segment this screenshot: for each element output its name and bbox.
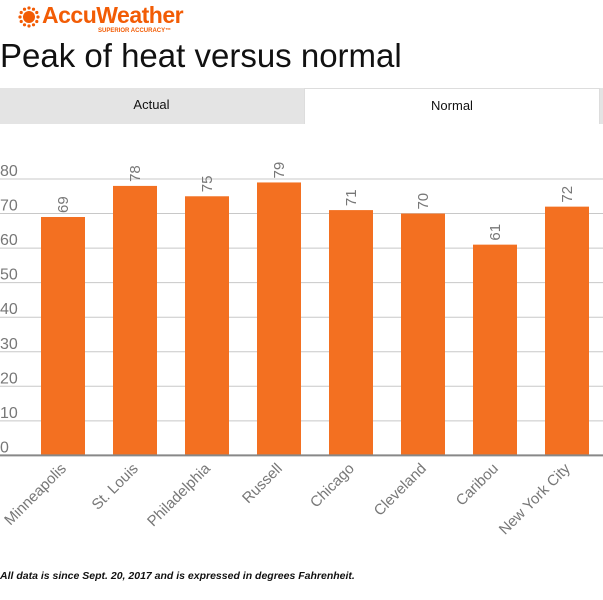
sun-icon	[18, 6, 40, 28]
x-tick-label: Russell	[239, 460, 286, 507]
logo-name: AccuWeather	[42, 2, 184, 28]
y-tick-label: 70	[0, 198, 18, 215]
tab-bar: Actual Normal	[0, 88, 603, 124]
tab-actual[interactable]: Actual	[133, 97, 170, 112]
sun-ray	[22, 7, 27, 11]
bar	[185, 196, 229, 456]
y-tick-label: 30	[0, 336, 18, 353]
logo-tagline: SUPERIOR ACCURACY™	[98, 28, 172, 34]
sun-ray	[36, 15, 40, 19]
bar	[473, 244, 517, 456]
accuweather-logo: AccuWeather SUPERIOR ACCURACY™	[18, 2, 218, 36]
data-label: 72	[559, 186, 576, 203]
sun-ray	[35, 19, 39, 24]
data-label: 75	[199, 176, 216, 193]
x-tick-label: Cleveland	[371, 460, 430, 519]
bar	[329, 210, 373, 456]
bar	[113, 185, 157, 456]
x-tick-label: Philadelphia	[144, 460, 214, 530]
x-tick-label: Chicago	[307, 460, 358, 511]
bar	[401, 213, 445, 456]
sun-ray	[27, 6, 31, 10]
page-title: Peak of heat versus normal	[0, 37, 402, 74]
sun-ray	[35, 10, 39, 15]
y-tick-label: 50	[0, 267, 18, 284]
footnote: All data is since Sept. 20, 2017 and is …	[0, 570, 355, 582]
sun-ray	[27, 24, 31, 28]
data-label: 61	[487, 224, 504, 241]
sun-ray	[31, 7, 36, 11]
data-label: 69	[55, 196, 72, 213]
x-tick-label: New York City	[496, 460, 574, 538]
x-tick-label: Minneapolis	[1, 460, 70, 529]
y-tick-label: 0	[0, 439, 9, 456]
bar-chart: 0 10 20 30 40 50 60 70 80 69 Minneapolis 78 St. Loui…	[0, 162, 603, 538]
data-label: 79	[271, 162, 288, 179]
y-tick-label: 20	[0, 370, 18, 387]
y-tick-label: 10	[0, 405, 18, 422]
data-label: 71	[343, 189, 360, 206]
data-label: 78	[127, 165, 144, 182]
data-label: 70	[415, 193, 432, 210]
y-tick-label: 40	[0, 301, 18, 318]
y-tick-label: 80	[0, 163, 18, 180]
y-tick-label: 60	[0, 232, 18, 249]
bar	[257, 182, 301, 456]
x-tick-label: Caribou	[453, 460, 502, 509]
sun-ray	[19, 10, 23, 15]
x-tick-label: St. Louis	[89, 460, 142, 513]
bar	[41, 217, 85, 456]
sun-ray	[19, 19, 23, 24]
tab-normal[interactable]: Normal	[304, 88, 600, 124]
sun-ray	[18, 15, 22, 19]
bar	[545, 206, 589, 456]
sun-ray	[22, 23, 27, 27]
sun-ray	[31, 23, 36, 27]
